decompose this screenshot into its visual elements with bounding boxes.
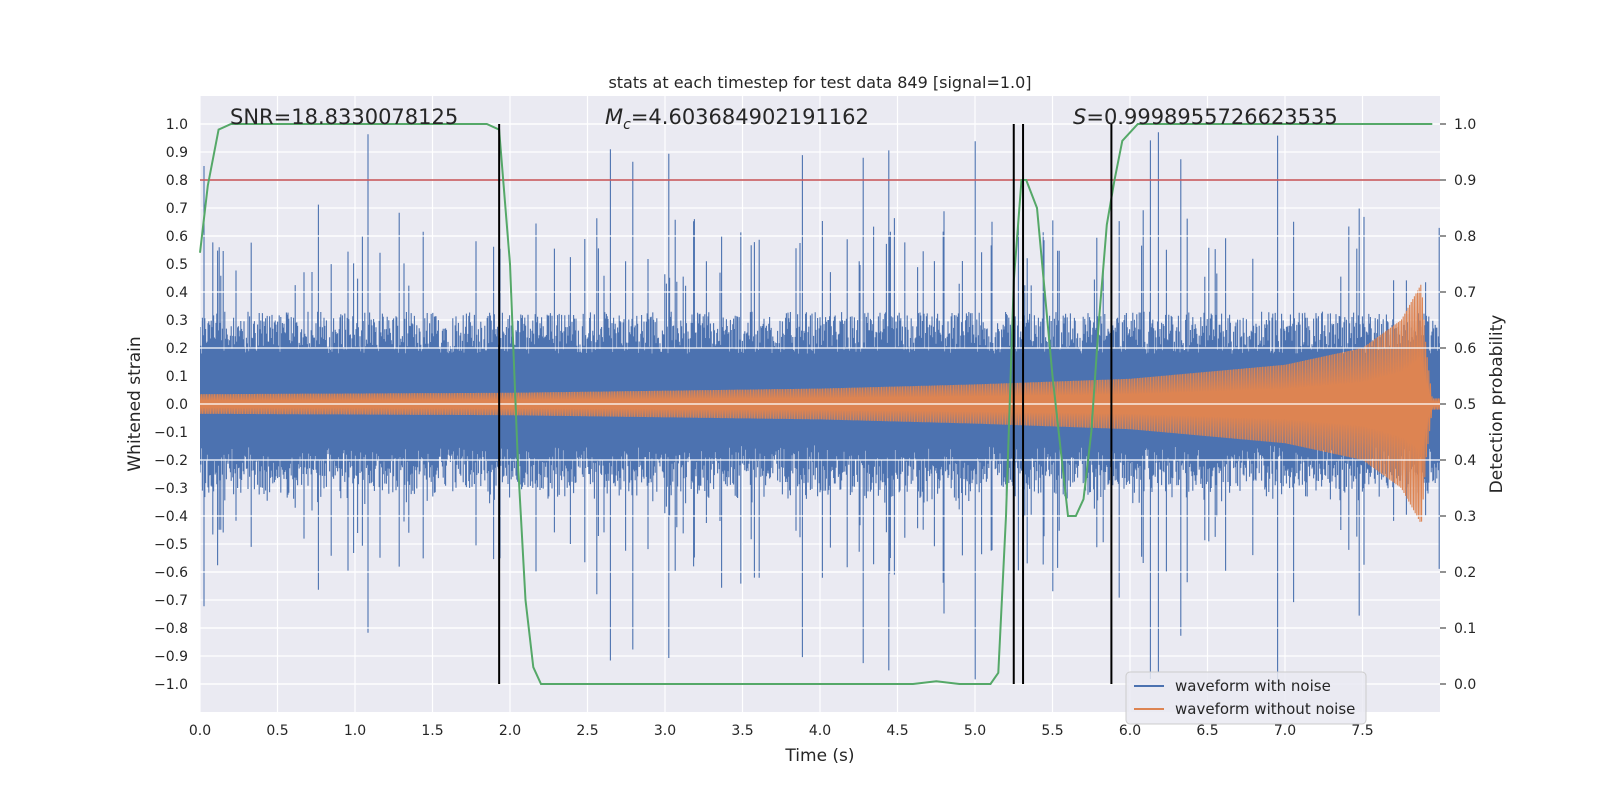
series-waveform-without-noise bbox=[200, 284, 1440, 522]
y2-tick-label: 0.8 bbox=[1454, 229, 1476, 245]
series-layer bbox=[200, 132, 1440, 684]
y2-tick-label: 1.0 bbox=[1454, 117, 1476, 133]
x-axis-label: Time (s) bbox=[784, 746, 854, 766]
y2-tick-label: 0.0 bbox=[1454, 677, 1476, 693]
x-tick-label: 6.5 bbox=[1196, 723, 1218, 739]
legend: waveform with noise waveform without noi… bbox=[1125, 671, 1367, 725]
x-tick-label: 6.0 bbox=[1119, 723, 1141, 739]
y-tick-label: −0.2 bbox=[154, 453, 188, 469]
y-tick-label: −0.7 bbox=[154, 593, 188, 609]
y2-tick-label: 0.6 bbox=[1454, 341, 1476, 357]
mc-value: =4.603684902191162 bbox=[631, 105, 869, 129]
y-tick-label: −0.4 bbox=[154, 509, 188, 525]
y-tick-label: 0.1 bbox=[166, 369, 188, 385]
y-tick-label: 0.2 bbox=[166, 341, 188, 357]
x-tick-label: 5.0 bbox=[964, 723, 986, 739]
x-tick-label: 0.5 bbox=[266, 723, 288, 739]
y-tick-label: −0.9 bbox=[154, 649, 188, 665]
legend-label-clean: waveform without noise bbox=[1175, 700, 1355, 718]
y-tick-label: −0.6 bbox=[154, 565, 188, 581]
y-tick-label: −0.8 bbox=[154, 621, 188, 637]
mc-symbol: M bbox=[605, 105, 623, 129]
legend-box bbox=[1125, 671, 1367, 725]
y2-axis-label: Detection probability bbox=[1487, 315, 1507, 494]
x-tick-label: 4.5 bbox=[886, 723, 908, 739]
y-tick-label: 0.4 bbox=[166, 285, 188, 301]
y-tick-label: −0.5 bbox=[154, 537, 188, 553]
overlay-layer bbox=[199, 123, 1440, 685]
x-tick-label: 5.5 bbox=[1041, 723, 1063, 739]
s-value: =0.9998955726623535 bbox=[1086, 105, 1337, 129]
y2-tick-label: 0.7 bbox=[1454, 285, 1476, 301]
y2-tick-label: 0.1 bbox=[1454, 621, 1476, 637]
y2-tick-label: 0.9 bbox=[1454, 173, 1476, 189]
y2-tick-label: 0.3 bbox=[1454, 509, 1476, 525]
y-tick-label: 0.3 bbox=[166, 313, 188, 329]
y2-tick-label: 0.2 bbox=[1454, 565, 1476, 581]
x-tick-label: 2.0 bbox=[499, 723, 521, 739]
y-tick-label: 1.0 bbox=[166, 117, 188, 133]
y2-tick-label: 0.5 bbox=[1454, 397, 1476, 413]
x-tick-label: 1.0 bbox=[344, 723, 366, 739]
y-tick-label: −0.3 bbox=[154, 481, 188, 497]
x-tick-label: 2.5 bbox=[576, 723, 598, 739]
y-tick-label: 0.5 bbox=[166, 257, 188, 273]
y-tick-label: 0.8 bbox=[166, 173, 188, 189]
y-tick-label: 0.7 bbox=[166, 201, 188, 217]
mc-annotation: Mc=4.603684902191162 bbox=[605, 105, 869, 133]
y-tick-label: 0.0 bbox=[166, 397, 188, 413]
y-tick-label: −1.0 bbox=[154, 677, 188, 693]
x-tick-label: 1.5 bbox=[421, 723, 443, 739]
ticks: 0.0 0.5 1.0 1.5 2.0 2.5 3.0 3.5 4.0 4.5 5.0 5.5 6.0 6… bbox=[154, 117, 1476, 739]
x-tick-label: 7.0 bbox=[1274, 723, 1296, 739]
s-symbol: S bbox=[1073, 105, 1086, 129]
y-tick-label: 0.9 bbox=[166, 145, 188, 161]
x-tick-label: 4.0 bbox=[809, 723, 831, 739]
x-tick-label: 7.5 bbox=[1351, 723, 1373, 739]
legend-label-noisy: waveform with noise bbox=[1175, 677, 1331, 695]
x-tick-label: 0.0 bbox=[189, 723, 211, 739]
chart-title: stats at each timestep for test data 849… bbox=[608, 73, 1031, 92]
snr-annotation: SNR=18.8330078125 bbox=[230, 105, 458, 129]
s-annotation: S=0.9998955726623535 bbox=[1073, 105, 1338, 129]
x-tick-label: 3.0 bbox=[654, 723, 676, 739]
mc-subscript: c bbox=[623, 117, 631, 133]
x-tick-label: 3.5 bbox=[731, 723, 753, 739]
series-detection-probability bbox=[199, 123, 1433, 685]
y-axis-label: Whitened strain bbox=[125, 336, 145, 471]
y-tick-label: 0.6 bbox=[166, 229, 188, 245]
y-tick-label: −0.1 bbox=[154, 425, 188, 441]
y2-tick-label: 0.4 bbox=[1454, 453, 1476, 469]
